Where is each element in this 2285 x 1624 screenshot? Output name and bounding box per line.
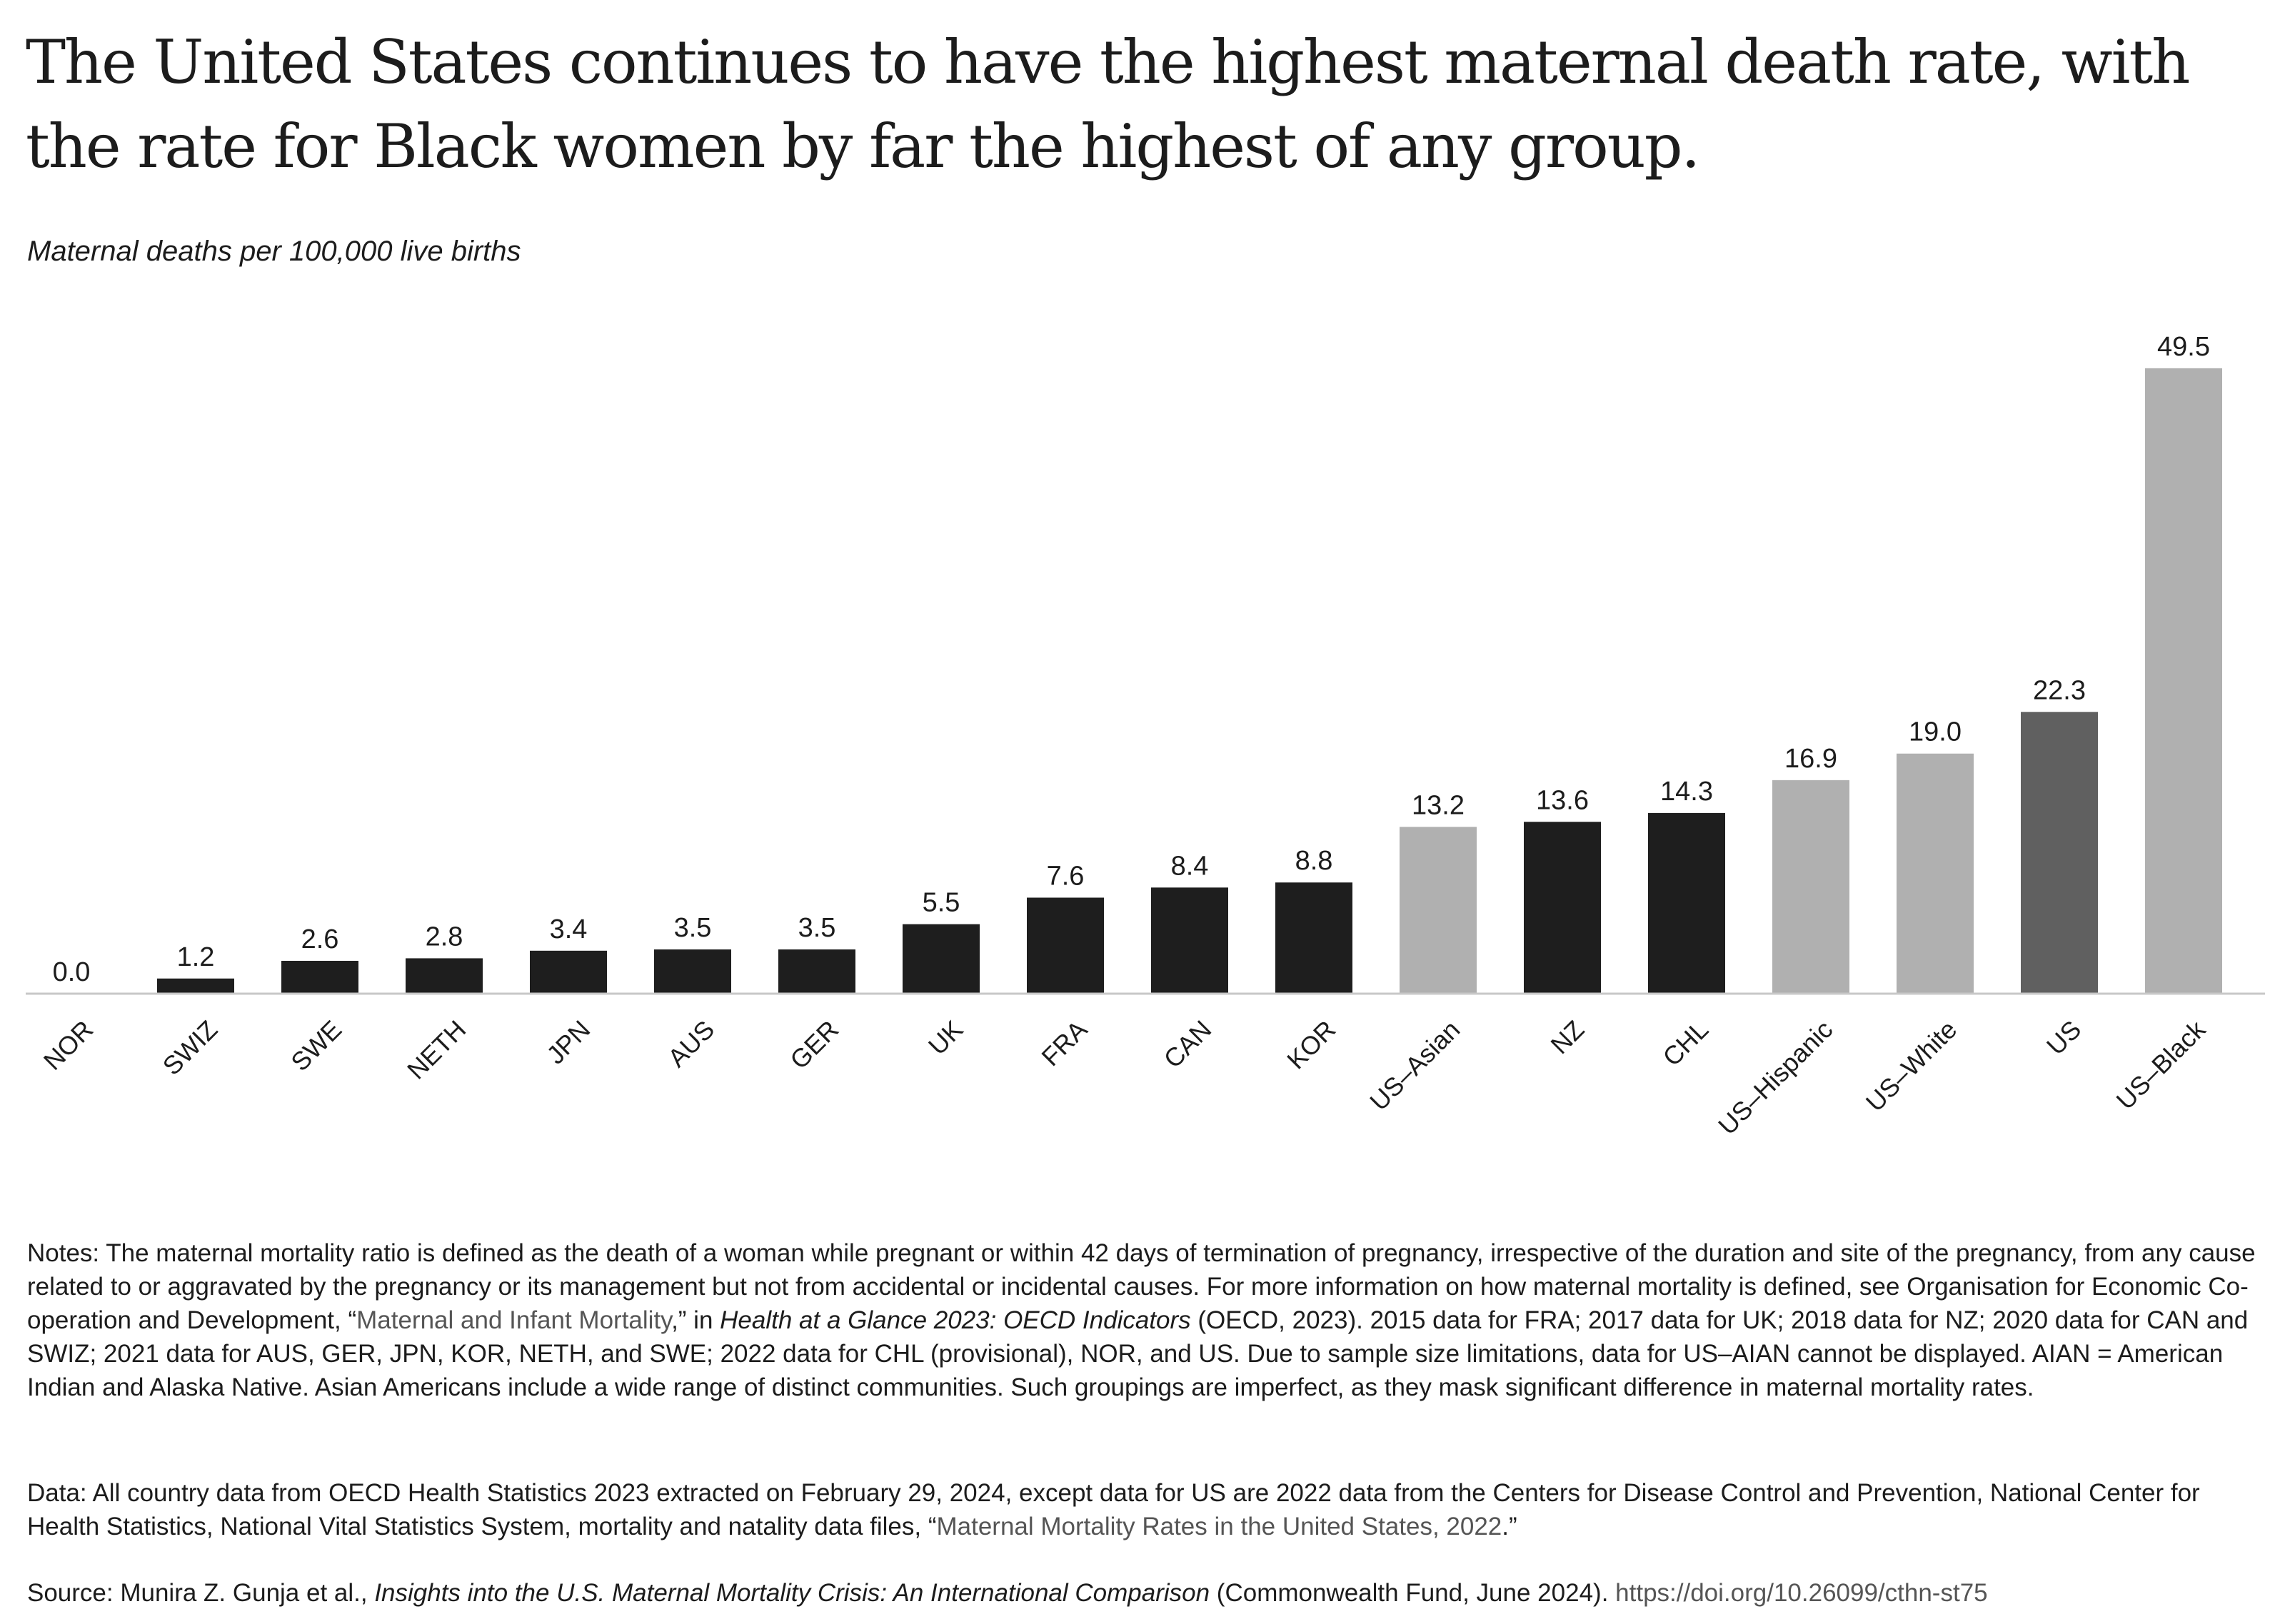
x-tick-label: US–Black bbox=[2111, 1014, 2211, 1115]
x-tick-label: SWE bbox=[285, 1014, 347, 1076]
bar-can bbox=[1151, 887, 1228, 994]
notes-text: Notes: The maternal mortality ratio is d… bbox=[27, 1239, 2256, 1334]
x-tick-label: CAN bbox=[1158, 1014, 1217, 1074]
value-label: 3.4 bbox=[550, 914, 588, 944]
x-tick-label: US–Hispanic bbox=[1712, 1014, 1838, 1140]
bar-fra bbox=[1027, 897, 1104, 994]
bar-us-black bbox=[2145, 368, 2222, 994]
x-tick-label: SWIZ bbox=[157, 1014, 224, 1081]
value-label: 49.5 bbox=[2157, 332, 2210, 362]
value-label: 3.5 bbox=[674, 913, 712, 943]
value-label: 16.9 bbox=[1784, 744, 1837, 774]
bar-kor bbox=[1275, 882, 1352, 994]
chart-title: The United States continues to have the … bbox=[26, 27, 2190, 181]
value-label: 8.4 bbox=[1171, 851, 1209, 881]
value-label: 0.0 bbox=[53, 957, 91, 987]
value-label: 19.0 bbox=[1909, 717, 1962, 747]
source-italic-title: Insights into the U.S. Maternal Mortalit… bbox=[374, 1579, 1210, 1607]
value-label: 3.5 bbox=[798, 913, 836, 943]
data-text: Data: All country data from OECD Health … bbox=[27, 1479, 2200, 1540]
value-labels-group: 0.0 1.2 2.6 2.8 3.4 3.5 3.5 5.5 7.6 8.4 8.8 13.2 13.… bbox=[53, 332, 2210, 987]
source-text-mid: (Commonwealth Fund, June 2024). bbox=[1210, 1579, 1616, 1607]
x-tick-label: KOR bbox=[1281, 1014, 1341, 1074]
bar-swiz bbox=[157, 978, 234, 994]
y-axis-label: Maternal deaths per 100,000 live births bbox=[27, 236, 521, 267]
x-tick-label: NETH bbox=[401, 1014, 471, 1084]
x-tick-label: US bbox=[2041, 1014, 2086, 1060]
source-paragraph: Source: Munira Z. Gunja et al., Insights… bbox=[27, 1576, 2259, 1610]
bar-chart: 0.0 1.2 2.6 2.8 3.4 3.5 3.5 5.5 7.6 8.4 8.8 13.2 13.… bbox=[26, 332, 2265, 1141]
bar-neth bbox=[406, 958, 483, 994]
bar-us-white bbox=[1897, 753, 1974, 994]
bar-ger bbox=[778, 949, 855, 994]
x-tick-label: US–White bbox=[1860, 1014, 1963, 1117]
notes-italic-title: Health at a Glance 2023: OECD Indicators bbox=[720, 1306, 1191, 1334]
bar-us-asian bbox=[1400, 827, 1477, 994]
bar-nz bbox=[1524, 822, 1601, 994]
x-tick-label: AUS bbox=[662, 1014, 720, 1072]
notes-link[interactable]: Maternal and Infant Mortality bbox=[356, 1306, 672, 1334]
x-tick-label: NOR bbox=[38, 1014, 99, 1076]
source-doi-link[interactable]: https://doi.org/10.26099/cthn-st75 bbox=[1615, 1579, 1988, 1607]
value-label: 7.6 bbox=[1047, 861, 1085, 891]
notes-text-end: (OECD, 2023). 2015 data for FRA; 2017 da… bbox=[27, 1306, 2249, 1401]
value-label: 14.3 bbox=[1660, 777, 1713, 807]
value-label: 5.5 bbox=[923, 888, 960, 918]
bar-jpn bbox=[530, 950, 607, 994]
bar-us bbox=[2021, 712, 2098, 994]
notes-text-mid: ,” in bbox=[671, 1306, 720, 1334]
bars-group bbox=[157, 368, 2222, 994]
value-label: 8.8 bbox=[1295, 846, 1333, 876]
data-text-end: .” bbox=[1502, 1513, 1517, 1540]
data-link[interactable]: Maternal Mortality Rates in the United S… bbox=[936, 1513, 1502, 1540]
x-tick-labels-group: NOR SWIZ SWE NETH JPN AUS GER UK FRA CAN KOR US–Asi… bbox=[38, 1014, 2211, 1141]
x-tick-label: JPN bbox=[541, 1014, 596, 1069]
data-paragraph: Data: All country data from OECD Health … bbox=[27, 1476, 2259, 1543]
bar-chl bbox=[1648, 812, 1725, 994]
x-tick-label: NZ bbox=[1545, 1014, 1590, 1059]
x-tick-label: GER bbox=[784, 1014, 844, 1074]
source-text: Source: Munira Z. Gunja et al., bbox=[27, 1579, 375, 1607]
x-tick-label: UK bbox=[923, 1014, 968, 1060]
value-label: 2.8 bbox=[426, 922, 463, 952]
x-tick-label: FRA bbox=[1035, 1014, 1093, 1071]
value-label: 13.6 bbox=[1536, 785, 1589, 815]
x-tick-label: US–Asian bbox=[1364, 1014, 1465, 1116]
bar-us-hispanic bbox=[1772, 780, 1849, 994]
value-label: 2.6 bbox=[301, 924, 339, 954]
notes-paragraph: Notes: The maternal mortality ratio is d… bbox=[27, 1236, 2259, 1404]
value-label: 1.2 bbox=[177, 942, 215, 972]
value-label: 22.3 bbox=[2033, 675, 2086, 705]
bar-aus bbox=[654, 949, 731, 994]
x-tick-label: CHL bbox=[1657, 1014, 1714, 1071]
value-label: 13.2 bbox=[1412, 790, 1465, 820]
bar-swe bbox=[281, 960, 358, 994]
bar-uk bbox=[903, 924, 980, 994]
